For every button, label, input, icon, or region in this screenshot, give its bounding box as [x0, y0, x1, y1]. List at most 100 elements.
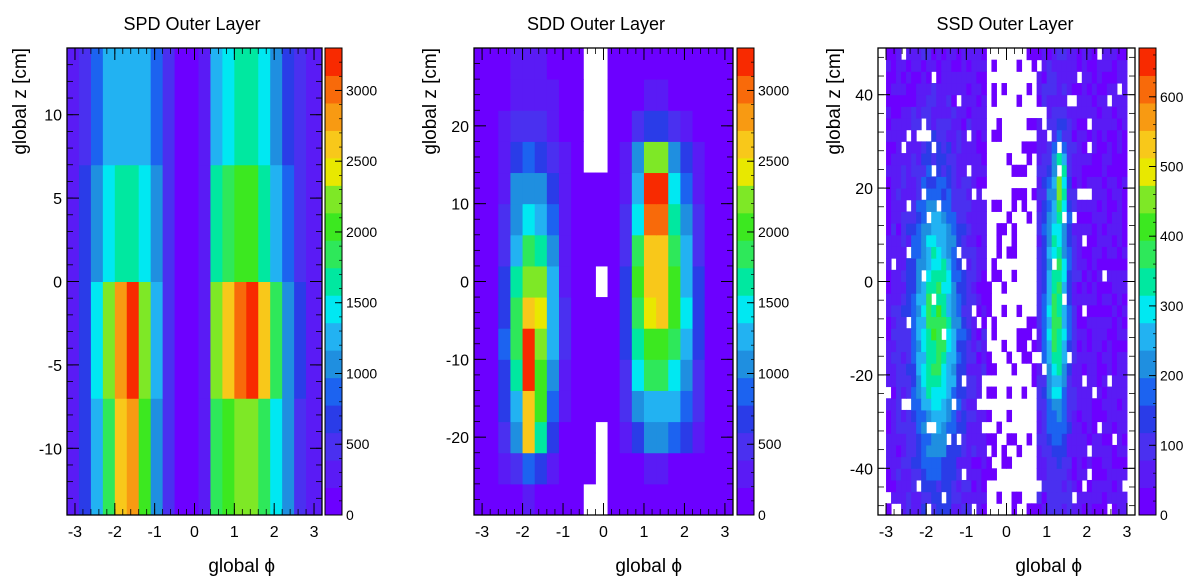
heatmap-cell	[583, 359, 596, 391]
heatmap-cell	[896, 491, 902, 504]
heatmap-cell	[956, 106, 962, 119]
heatmap-cell	[294, 281, 307, 399]
heatmap-cell	[931, 491, 937, 504]
heatmap-cell	[981, 106, 987, 119]
heatmap-cell	[1106, 106, 1113, 119]
heatmap-cell	[961, 246, 967, 259]
heatmap-cell	[966, 328, 972, 341]
heatmap-cell	[1116, 118, 1123, 131]
heatmap-cell	[1091, 83, 1098, 96]
heatmap-cell	[966, 188, 972, 201]
heatmap-cell	[704, 421, 718, 454]
y-tick-label: -10	[39, 441, 62, 458]
heatmap-cell	[1051, 129, 1058, 142]
heatmap-cell	[126, 398, 140, 516]
x-axis-label: global ϕ	[208, 556, 275, 577]
heatmap-cell	[474, 390, 487, 423]
heatmap-cell	[951, 71, 957, 84]
heatmap-cell	[258, 281, 271, 399]
heatmap-cell	[162, 398, 176, 516]
heatmap-cell	[886, 118, 892, 131]
heatmap-cell	[951, 164, 957, 177]
colorbar-segment	[1139, 102, 1156, 131]
heatmap-cell	[246, 164, 259, 282]
heatmap-cell	[1081, 269, 1088, 282]
heatmap-cell	[138, 164, 152, 282]
heatmap-cell	[1061, 421, 1068, 434]
heatmap-cell	[619, 79, 633, 111]
heatmap-cell	[1121, 363, 1128, 376]
heatmap-cell	[911, 211, 917, 224]
y-tick-label: 0	[53, 275, 62, 292]
heatmap-cell	[906, 141, 912, 154]
x-tick-label: -3	[68, 524, 82, 541]
heatmap-cell	[1076, 258, 1083, 271]
heatmap-cell	[1026, 153, 1033, 166]
heatmap-cell	[911, 304, 917, 318]
heatmap-cell	[1096, 83, 1103, 96]
heatmap-cell	[1026, 83, 1033, 96]
heatmap-cell	[961, 479, 967, 493]
heatmap-cell	[619, 48, 633, 80]
heatmap-cell	[941, 176, 947, 189]
heatmap-cell	[941, 468, 947, 481]
heatmap-cell	[921, 409, 927, 423]
heatmap-cell	[1056, 94, 1063, 107]
heatmap-cell	[668, 452, 681, 485]
heatmap-cell	[1076, 316, 1083, 329]
heatmap-cell	[1096, 269, 1103, 282]
heatmap-cell	[906, 118, 912, 131]
heatmap-cell	[1086, 491, 1093, 504]
heatmap-cell	[951, 503, 957, 516]
heatmap-cell	[896, 363, 902, 376]
heatmap-cell	[1096, 491, 1103, 504]
heatmap-cell	[1006, 433, 1013, 446]
heatmap-cell	[1111, 374, 1118, 388]
heatmap-cell	[946, 374, 952, 388]
heatmap-cell	[486, 48, 499, 80]
heatmap-cell	[498, 234, 511, 267]
heatmap-cell	[1071, 456, 1078, 469]
heatmap-cell	[941, 374, 947, 388]
heatmap-cell	[946, 223, 952, 236]
colorbar-segment	[737, 322, 754, 351]
heatmap-cell	[926, 386, 932, 399]
heatmap-cell	[631, 203, 645, 236]
heatmap-cell	[916, 118, 922, 131]
heatmap-cell	[1111, 316, 1118, 329]
heatmap-cell	[1046, 491, 1053, 504]
heatmap-cell	[896, 246, 902, 259]
heatmap-cell	[1121, 503, 1128, 516]
heatmap-cell	[246, 48, 259, 166]
heatmap-cell	[1091, 363, 1098, 376]
heatmap-cell	[1021, 141, 1028, 154]
heatmap-cell	[926, 269, 932, 282]
heatmap-cell	[692, 390, 706, 423]
heatmap-cell	[1121, 374, 1128, 388]
heatmap-cell	[1036, 386, 1043, 399]
heatmap-cell	[1056, 409, 1063, 423]
colorbar-tick-label: 100	[1160, 437, 1184, 453]
heatmap-cell	[946, 234, 952, 247]
heatmap-cell	[891, 246, 897, 259]
heatmap-cell	[901, 94, 907, 107]
heatmap-cell	[946, 269, 952, 282]
heatmap-cell	[67, 281, 80, 399]
heatmap-cell	[971, 269, 977, 282]
heatmap-cell	[716, 172, 734, 205]
heatmap-cell	[1036, 269, 1043, 282]
heatmap-cell	[926, 153, 932, 166]
heatmap-cell	[1086, 281, 1093, 294]
heatmap-cell	[1046, 199, 1053, 212]
heatmap-cell	[1066, 328, 1073, 341]
heatmap-cell	[901, 339, 907, 353]
colorbar-segment	[325, 240, 342, 269]
heatmap-cell	[294, 164, 307, 282]
heatmap-cell	[966, 199, 972, 212]
heatmap-cell	[1096, 188, 1103, 201]
heatmap-cell	[986, 433, 992, 446]
heatmap-cell	[1041, 468, 1048, 481]
heatmap-cell	[1026, 351, 1033, 364]
heatmap-cell	[1066, 246, 1073, 259]
heatmap-cell	[896, 328, 902, 341]
